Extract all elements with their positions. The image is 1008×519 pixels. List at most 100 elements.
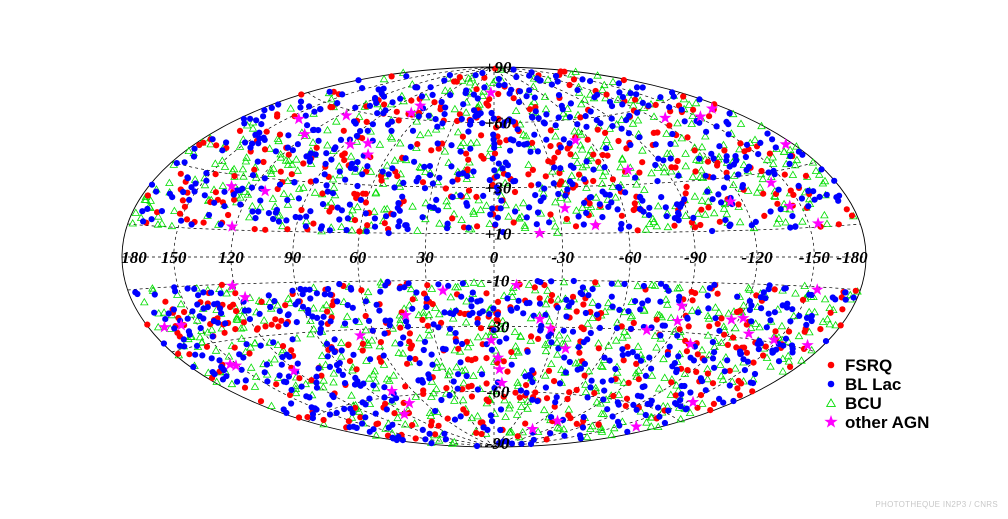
- point-bcu: [309, 283, 318, 291]
- point-bcu: [794, 331, 804, 340]
- point-fsrq: [595, 158, 602, 165]
- point-bl-lac: [602, 191, 609, 198]
- point-bcu: [601, 93, 610, 102]
- point-bcu: [620, 327, 629, 335]
- point-bl-lac: [507, 147, 514, 154]
- point-bl-lac: [172, 288, 179, 295]
- point-fsrq: [827, 309, 834, 316]
- point-bcu: [371, 189, 381, 197]
- point-bl-lac: [589, 286, 596, 293]
- point-bcu: [332, 117, 341, 125]
- point-fsrq: [478, 430, 485, 438]
- point-bl-lac: [782, 335, 790, 342]
- point-bl-lac: [243, 341, 250, 348]
- point-bcu: [393, 413, 402, 422]
- point-bl-lac: [472, 72, 479, 79]
- point-bl-lac: [556, 380, 564, 387]
- point-bl-lac: [596, 201, 603, 208]
- point-bl-lac: [625, 350, 632, 357]
- point-bcu: [515, 120, 525, 128]
- point-bl-lac: [672, 400, 679, 407]
- point-bl-lac: [151, 291, 158, 298]
- point-bl-lac: [237, 201, 244, 208]
- point-other-agn: [559, 342, 572, 354]
- legend-entry-fsrq: FSRQ: [827, 356, 892, 375]
- point-bcu: [379, 74, 389, 83]
- point-bl-lac: [402, 155, 409, 162]
- point-other-agn: [801, 338, 814, 351]
- point-bcu: [666, 313, 676, 321]
- point-bl-lac: [439, 345, 447, 352]
- point-bcu: [548, 167, 557, 175]
- point-bl-lac: [144, 205, 151, 212]
- point-bl-lac: [263, 361, 270, 368]
- point-bl-lac: [475, 112, 482, 119]
- point-bcu: [382, 161, 392, 169]
- point-bl-lac: [579, 424, 587, 431]
- point-bl-lac: [322, 160, 329, 167]
- point-bl-lac: [726, 110, 733, 117]
- point-bl-lac: [426, 203, 433, 210]
- point-bl-lac: [449, 178, 456, 185]
- point-bcu: [500, 395, 509, 404]
- point-fsrq: [286, 391, 294, 399]
- point-fsrq: [718, 315, 725, 322]
- point-bl-lac: [257, 342, 264, 349]
- point-bcu: [646, 422, 656, 430]
- point-bcu: [516, 331, 525, 340]
- point-bcu: [559, 277, 569, 286]
- point-bcu: [440, 147, 450, 155]
- point-fsrq: [529, 139, 536, 146]
- point-bl-lac: [777, 206, 784, 213]
- point-bl-lac: [267, 303, 274, 311]
- point-bl-lac: [577, 289, 584, 296]
- point-bcu: [346, 152, 356, 160]
- point-bcu: [232, 315, 241, 323]
- point-fsrq: [706, 113, 713, 120]
- point-bcu: [445, 367, 454, 375]
- point-fsrq: [345, 341, 352, 348]
- point-bcu: [755, 183, 765, 191]
- point-bl-lac: [336, 359, 343, 367]
- point-fsrq: [564, 395, 571, 402]
- point-bl-lac: [353, 424, 360, 431]
- point-bl-lac: [429, 180, 436, 187]
- point-bl-lac: [271, 298, 278, 305]
- point-bl-lac: [326, 401, 333, 408]
- point-bcu: [236, 324, 246, 332]
- point-bl-lac: [627, 325, 635, 332]
- point-fsrq: [561, 68, 568, 75]
- point-bl-lac: [645, 102, 652, 109]
- point-bl-lac: [535, 115, 542, 122]
- point-fsrq: [409, 422, 416, 429]
- point-bcu: [319, 383, 328, 391]
- point-bcu: [660, 163, 669, 171]
- point-bl-lac: [706, 285, 714, 292]
- point-bl-lac: [349, 304, 356, 311]
- point-bl-lac: [540, 194, 547, 201]
- lat-tick-label: +60: [485, 114, 512, 133]
- point-bl-lac: [463, 200, 470, 207]
- point-bl-lac: [339, 91, 346, 98]
- point-bcu: [211, 346, 221, 354]
- point-bcu: [165, 178, 174, 187]
- point-fsrq: [500, 393, 507, 400]
- point-bcu: [385, 376, 394, 384]
- point-bl-lac: [555, 190, 562, 198]
- point-bl-lac: [261, 175, 268, 182]
- meridian-line: [493, 66, 758, 448]
- point-bl-lac: [318, 320, 325, 327]
- point-bl-lac: [805, 187, 812, 194]
- point-fsrq: [771, 286, 778, 293]
- point-bcu: [519, 130, 528, 138]
- point-bl-lac: [715, 191, 722, 198]
- point-bcu: [286, 104, 295, 112]
- point-bl-lac: [831, 177, 838, 184]
- point-bl-lac: [637, 306, 644, 313]
- point-bl-lac: [352, 104, 359, 111]
- point-bl-lac: [468, 296, 475, 303]
- point-bcu: [582, 432, 592, 441]
- point-bcu: [551, 197, 560, 206]
- point-bcu: [697, 345, 707, 354]
- point-bl-lac: [376, 307, 383, 314]
